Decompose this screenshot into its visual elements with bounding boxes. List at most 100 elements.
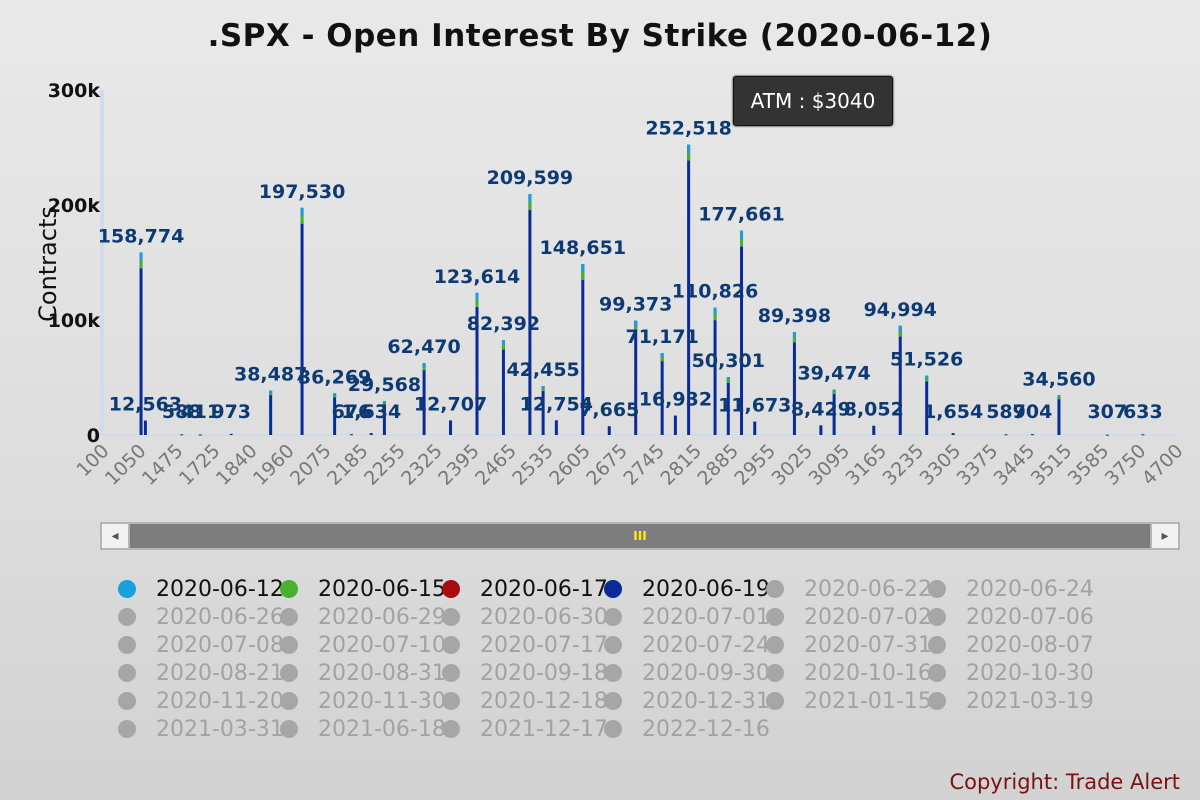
data-label: 38,487 (234, 364, 307, 386)
bar[interactable] (333, 393, 337, 435)
legend-item[interactable]: 2020-07-10 (280, 633, 446, 658)
bar[interactable] (713, 307, 717, 435)
plot-area: 0 100k 200k 300k 10010501475172518401960207… (48, 80, 1188, 490)
bar[interactable] (1105, 434, 1109, 436)
scroll-left-arrow-icon[interactable]: ◂ (102, 524, 128, 548)
legend-dot-icon (442, 608, 460, 626)
scroll-right-arrow-icon[interactable]: ▸ (1152, 524, 1178, 548)
bar[interactable] (269, 390, 273, 435)
legend-dot-icon (118, 720, 136, 738)
bar-segment (660, 353, 664, 358)
legend-item[interactable]: 2020-06-26 (118, 605, 284, 630)
bar-segment (382, 400, 386, 403)
legend-item[interactable]: 2021-01-15 (766, 689, 932, 714)
bar[interactable] (634, 320, 638, 435)
legend-item[interactable]: 2020-07-06 (928, 605, 1094, 630)
bar[interactable] (660, 353, 664, 435)
bar-segment (898, 331, 902, 337)
bar[interactable] (1141, 434, 1145, 436)
bar[interactable] (554, 420, 558, 435)
bar[interactable] (1031, 434, 1035, 436)
scroll-thumb[interactable]: III (130, 524, 1150, 548)
bar[interactable] (673, 415, 677, 435)
bar[interactable] (792, 332, 796, 435)
bar[interactable] (528, 193, 532, 435)
bar[interactable] (349, 434, 353, 436)
bar[interactable] (1057, 395, 1061, 435)
x-tick-label: 2535 (508, 440, 558, 490)
legend-item[interactable]: 2020-07-02 (766, 605, 932, 630)
legend-item[interactable]: 2020-11-30 (280, 689, 446, 714)
bar[interactable] (726, 377, 730, 435)
bar[interactable] (180, 434, 184, 436)
bar[interactable] (198, 434, 202, 436)
legend-dot-icon (280, 636, 298, 654)
legend-dot-icon (604, 664, 622, 682)
legend-item[interactable]: 2021-03-19 (928, 689, 1094, 714)
bar[interactable] (143, 420, 147, 435)
bar[interactable] (898, 325, 902, 435)
bar[interactable] (753, 421, 757, 435)
legend-item[interactable]: 2021-12-17 (442, 717, 608, 742)
bar-segment (660, 357, 664, 362)
bar[interactable] (832, 389, 836, 435)
x-tick-label: 2185 (323, 440, 373, 490)
legend-item[interactable]: 2020-06-30 (442, 605, 608, 630)
legend-item[interactable]: 2020-06-19 (604, 577, 770, 602)
bar[interactable] (687, 144, 691, 435)
bar[interactable] (229, 433, 233, 435)
bar[interactable] (872, 425, 876, 435)
bar[interactable] (475, 292, 479, 435)
legend-item[interactable]: 2020-06-24 (928, 577, 1094, 602)
data-label: 71,171 (625, 326, 698, 348)
bar[interactable] (422, 363, 426, 435)
bar[interactable] (581, 264, 585, 435)
legend-dot-icon (118, 664, 136, 682)
legend-item[interactable]: 2020-06-15 (280, 577, 446, 602)
legend-item[interactable]: 2020-07-01 (604, 605, 770, 630)
bar[interactable] (300, 207, 304, 435)
bar[interactable] (819, 425, 823, 435)
legend-item[interactable]: 2020-06-29 (280, 605, 446, 630)
legend-item[interactable]: 2021-03-31 (118, 717, 284, 742)
data-label: 307 (1087, 401, 1127, 423)
legend-item[interactable]: 2020-08-21 (118, 661, 284, 686)
legend-item[interactable]: 2020-06-12 (118, 577, 284, 602)
legend-item[interactable]: 2020-07-24 (604, 633, 770, 658)
legend-item[interactable]: 2021-06-18 (280, 717, 446, 742)
bar[interactable] (925, 375, 929, 435)
bar[interactable] (607, 426, 611, 435)
legend-item[interactable]: 2020-07-08 (118, 633, 284, 658)
x-tick-label: 3585 (1064, 440, 1114, 490)
legend-item[interactable]: 2020-10-30 (928, 661, 1094, 686)
bar[interactable] (139, 252, 143, 435)
legend-item[interactable]: 2020-07-31 (766, 633, 932, 658)
legend-item[interactable]: 2020-06-22 (766, 577, 932, 602)
legend-item[interactable]: 2022-12-16 (604, 717, 770, 742)
bar[interactable] (541, 386, 545, 435)
legend-item[interactable]: 2020-06-17 (442, 577, 608, 602)
bar[interactable] (1004, 434, 1008, 436)
legend-item[interactable]: 2020-07-17 (442, 633, 608, 658)
bar[interactable] (951, 433, 955, 435)
legend-item[interactable]: 2020-10-16 (766, 661, 932, 686)
chart-scrollbar[interactable]: ◂ III ▸ (100, 522, 1180, 550)
bar[interactable] (501, 340, 505, 435)
legend-item[interactable]: 2020-12-18 (442, 689, 608, 714)
legend-item[interactable]: 2020-08-31 (280, 661, 446, 686)
legend-label: 2021-01-15 (804, 688, 932, 714)
legend-item[interactable]: 2020-11-20 (118, 689, 284, 714)
x-tick-label: 2605 (545, 440, 595, 490)
bar-segment (541, 386, 545, 389)
bar[interactable] (369, 433, 373, 435)
legend-item[interactable]: 2020-12-31 (604, 689, 770, 714)
bar[interactable] (449, 420, 453, 435)
legend-item[interactable]: 2020-08-07 (928, 633, 1094, 658)
bar[interactable] (740, 230, 744, 435)
legend-item[interactable]: 2020-09-18 (442, 661, 608, 686)
data-label: 29,568 (348, 374, 421, 396)
legend-dot-icon (928, 692, 946, 710)
legend-item[interactable]: 2020-09-30 (604, 661, 770, 686)
bar[interactable] (382, 400, 386, 435)
